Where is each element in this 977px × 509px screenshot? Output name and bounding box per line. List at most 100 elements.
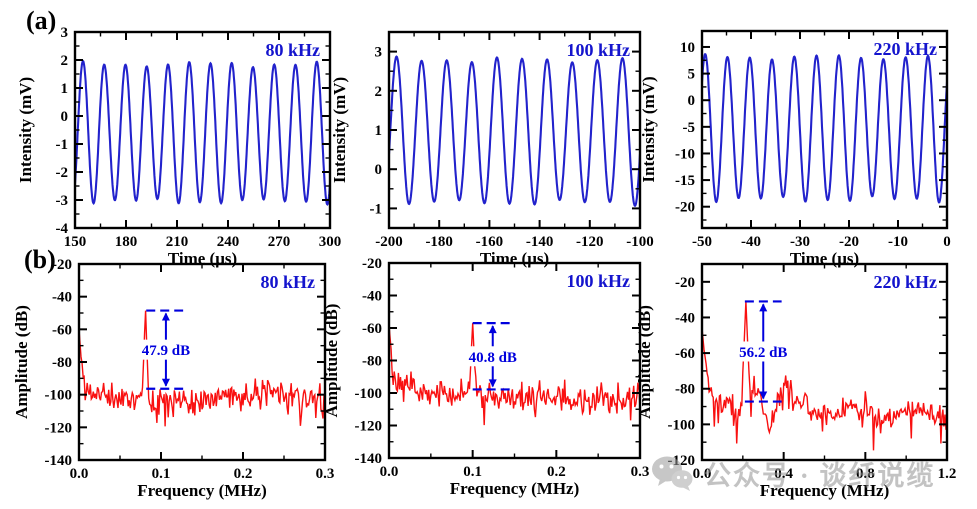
panel-frequency-label: 80 kHz: [265, 40, 320, 60]
snr-value-label: 56.2 dB: [739, 345, 787, 361]
x-tick-label: 300: [319, 234, 342, 250]
x-tick-label: 210: [166, 234, 189, 250]
x-tick-label: 240: [217, 234, 240, 250]
snr-value-label: 47.9 dB: [142, 343, 190, 359]
annotation-bg: [730, 341, 796, 362]
y-tick-label: -2: [56, 165, 69, 181]
snr-value-label: 40.8 dB: [469, 350, 517, 366]
y-tick-label: 0: [61, 109, 69, 125]
plot-frame: [700, 262, 949, 462]
x-axis-title: Frequency (MHz): [760, 481, 890, 500]
y-tick-label: -1: [370, 201, 383, 217]
signal-trace: [75, 59, 330, 206]
y-tick-label: -3: [56, 193, 69, 209]
y-tick-label: -80: [675, 382, 695, 398]
y-tick-label: -120: [668, 453, 696, 469]
x-tick-label: 270: [268, 234, 291, 250]
axis-ticks: [78, 263, 326, 461]
y-axis-title: Amplitude (dB): [635, 305, 654, 419]
panel-b-label: (b): [24, 245, 56, 274]
snr-annotation: 47.9 dB: [133, 309, 199, 390]
x-tick-label: 0.0: [70, 466, 89, 482]
y-tick-label: -10: [675, 146, 695, 162]
x-tick-label: -50: [692, 234, 712, 250]
x-tick-label: 150: [64, 234, 87, 250]
x-tick-label: 0.4: [774, 466, 793, 482]
y-tick-label: -140: [45, 453, 73, 469]
arrowhead-down: [759, 391, 768, 400]
x-tick-label: 0.3: [631, 464, 650, 480]
y-tick-label: -140: [355, 451, 383, 467]
y-tick-label: 3: [375, 45, 383, 61]
x-tick-label: -30: [790, 234, 810, 250]
x-tick-label: -40: [741, 234, 761, 250]
y-tick-label: 0: [688, 93, 696, 109]
arrowhead-down: [161, 378, 170, 387]
axis-ticks: [701, 264, 948, 461]
plot-frame: [77, 262, 327, 462]
annotation-bg: [133, 339, 199, 360]
y-tick-label: -100: [668, 417, 696, 433]
y-tick-label: 1: [61, 81, 69, 97]
y-tick-label: -60: [675, 346, 695, 362]
snr-annotation: 40.8 dB: [460, 322, 526, 391]
y-tick-label: -20: [362, 256, 382, 272]
y-tick-label: 3: [61, 25, 69, 41]
x-tick-label: -180: [425, 234, 453, 250]
x-tick-label: -10: [888, 234, 908, 250]
spectrum-trace: [389, 323, 640, 426]
y-axis-title: Intensity (mV): [16, 77, 35, 183]
x-tick-label: 0.2: [234, 466, 253, 482]
arrowhead-down: [488, 379, 497, 388]
panel-frequency-label: 220 kHz: [873, 272, 937, 292]
arrowhead-up: [759, 303, 768, 312]
y-tick-label: -20: [675, 275, 695, 291]
x-tick-label: -120: [576, 234, 604, 250]
x-tick-label: 0.0: [693, 466, 712, 482]
y-axis-title: Amplitude (dB): [322, 304, 341, 418]
x-tick-label: 0.2: [547, 464, 566, 480]
axis-ticks: [388, 262, 641, 459]
x-tick-label: 0.1: [152, 466, 171, 482]
panel-frequency-label: 80 kHz: [260, 272, 315, 292]
x-axis-title: Frequency (MHz): [450, 479, 580, 498]
x-tick-label: -100: [626, 234, 654, 250]
y-tick-label: -60: [52, 322, 72, 338]
x-tick-label: -200: [375, 234, 403, 250]
y-tick-label: -1: [56, 137, 69, 153]
y-tick-label: -40: [675, 310, 695, 326]
y-tick-label: -80: [52, 355, 72, 371]
y-tick-label: -120: [45, 420, 73, 436]
y-tick-label: -15: [675, 173, 695, 189]
y-tick-label: 2: [375, 84, 383, 100]
axis-ticks: [701, 31, 948, 228]
subplot-b-100khz: 40.8 dB 0.0 0.1 0.2 0.3 -20 -40 -60 -80 -100 -120 -…: [322, 256, 649, 498]
y-tick-label: -120: [355, 419, 383, 435]
spectrum-trace: [79, 310, 325, 427]
y-tick-label: -80: [362, 354, 382, 370]
y-tick-label: 0: [375, 162, 383, 178]
x-axis-title: Frequency (MHz): [137, 481, 267, 500]
y-tick-label: -20: [675, 200, 695, 216]
x-tick-label: 0.3: [316, 466, 335, 482]
y-tick-label: -5: [683, 120, 696, 136]
annotation-bg: [460, 346, 526, 367]
x-tick-label: 180: [115, 234, 138, 250]
x-tick-label: -140: [526, 234, 554, 250]
y-tick-label: -40: [362, 289, 382, 305]
arrowhead-up: [161, 312, 170, 321]
y-tick-label: -20: [52, 257, 72, 273]
spectrum-trace: [702, 301, 947, 451]
y-axis-title: Intensity (mV): [639, 76, 658, 182]
panel-frequency-label: 100 kHz: [566, 40, 630, 60]
panel-frequency-label: 220 kHz: [873, 39, 937, 59]
x-tick-label: -20: [839, 234, 859, 250]
panel-a-label: (a): [26, 6, 57, 35]
y-tick-label: -4: [56, 221, 69, 237]
x-tick-label: 0.8: [856, 466, 875, 482]
y-tick-label: 2: [61, 53, 69, 69]
